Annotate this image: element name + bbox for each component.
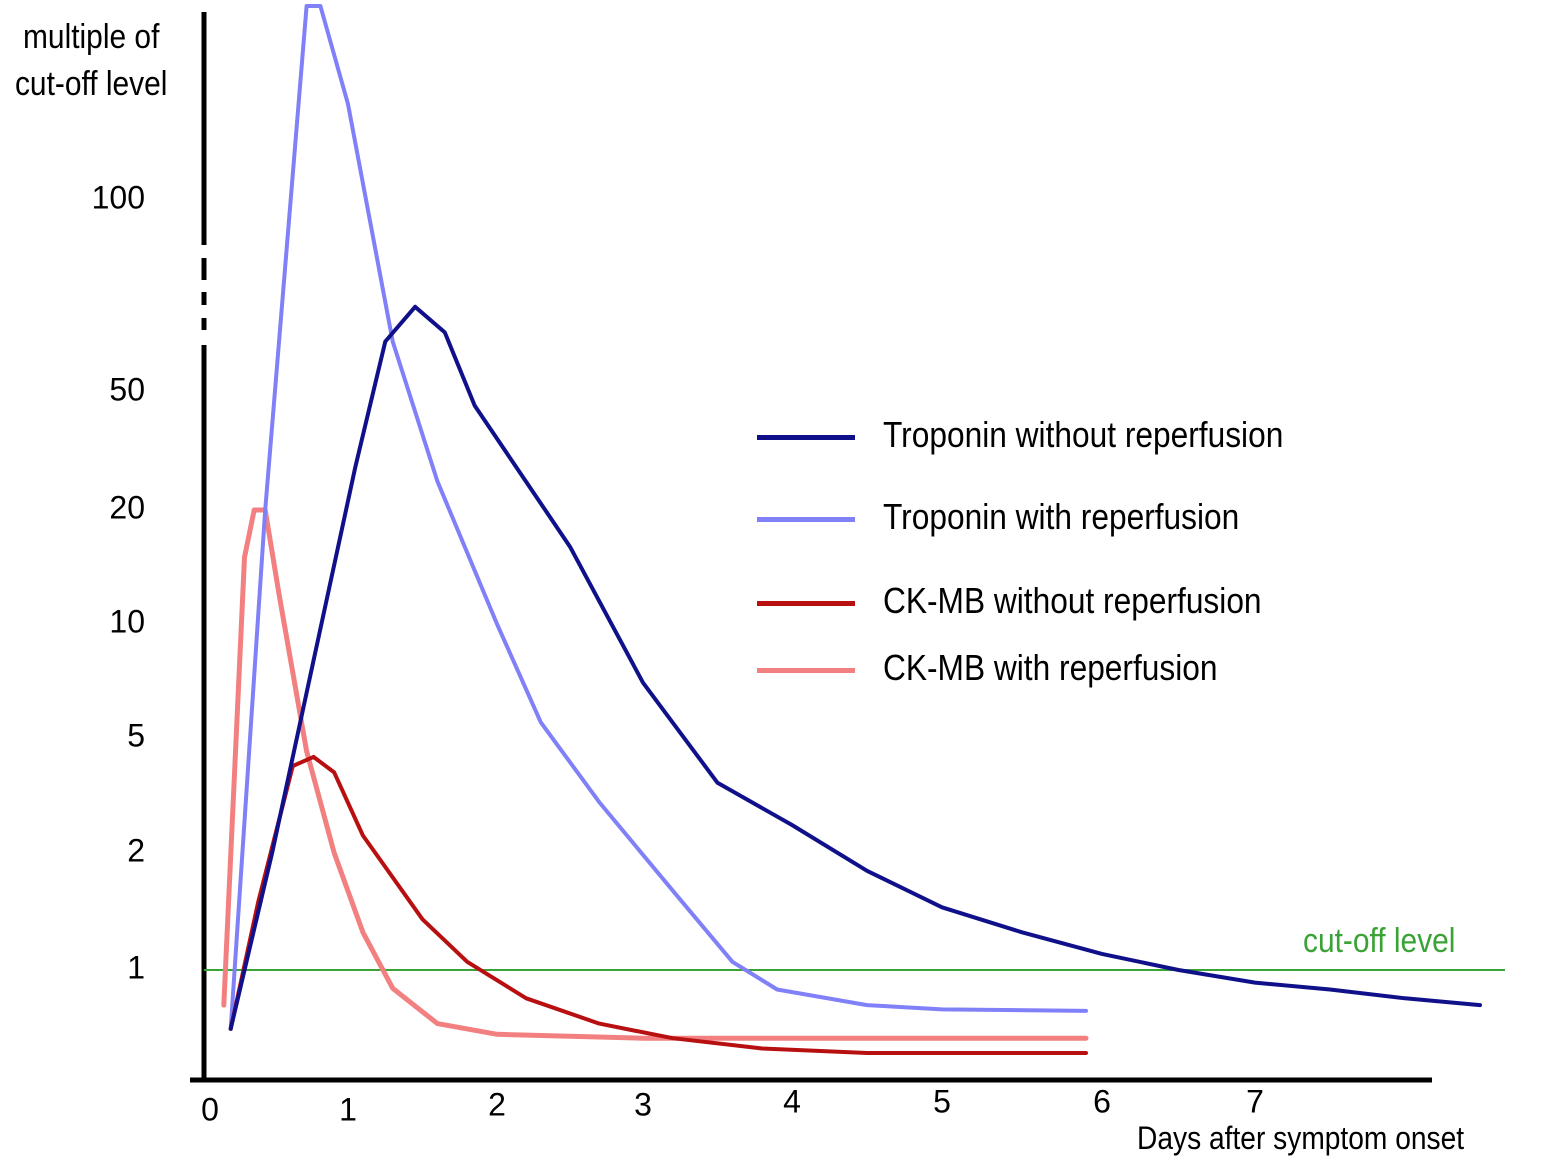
- cutoff-label: cut-off level: [1303, 922, 1456, 960]
- series-line-ck-mb-with-reperfusion: [221, 507, 1089, 1041]
- x-tick-label: 6: [1093, 1083, 1111, 1119]
- series-line-ck-mb-without-reperfusion: [228, 754, 1088, 1055]
- y-axis-title-line-2: cut-off level: [14, 65, 168, 103]
- y-tick-label: 2: [127, 832, 145, 868]
- series-lines: [221, 4, 1482, 1055]
- y-tick-label: 1: [127, 949, 145, 985]
- y-axis-title: multiple of cut-off level: [12, 14, 170, 108]
- legend-label: Troponin with reperfusion: [883, 496, 1240, 537]
- legend-item-ck-mb-without-reperfusion: CK-MB without reperfusion: [757, 578, 1457, 628]
- y-tick-label: 50: [109, 371, 145, 407]
- legend-item-troponin-with-reperfusion: Troponin with reperfusion: [757, 494, 1457, 544]
- x-tick-label: 3: [634, 1086, 652, 1122]
- x-tick-label: 2: [488, 1086, 506, 1122]
- y-axis-title-line-1: multiple of: [23, 18, 160, 56]
- series-line-troponin-with-reperfusion: [228, 4, 1088, 1031]
- x-tick-label: 0: [201, 1091, 219, 1127]
- y-tick-label: 5: [127, 717, 145, 753]
- legend-label: Troponin without reperfusion: [883, 414, 1284, 455]
- x-axis-title: Days after symptom onset: [1137, 1120, 1465, 1156]
- y-tick-label: 10: [109, 603, 145, 639]
- x-tick-label: 4: [783, 1083, 801, 1119]
- legend-swatch: [757, 601, 855, 606]
- legend-label: CK-MB without reperfusion: [883, 580, 1262, 621]
- x-tick-label: 7: [1246, 1083, 1264, 1119]
- legend-label: CK-MB with reperfusion: [883, 647, 1218, 688]
- legend-item-ck-mb-with-reperfusion: CK-MB with reperfusion: [757, 645, 1457, 695]
- legend-item-troponin-without-reperfusion: Troponin without reperfusion: [757, 412, 1457, 462]
- x-tick-label: 1: [339, 1091, 357, 1127]
- axes: [190, 12, 1432, 1083]
- legend-swatch: [757, 435, 855, 440]
- x-tick-label: 5: [933, 1083, 951, 1119]
- legend-swatch: [757, 668, 855, 673]
- legend-swatch: [757, 517, 855, 522]
- series-line-troponin-without-reperfusion: [228, 304, 1482, 1031]
- y-tick-label: 20: [109, 489, 145, 525]
- y-tick-label: 100: [92, 179, 145, 215]
